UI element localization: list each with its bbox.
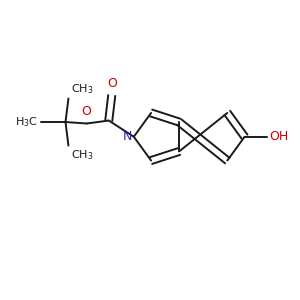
Text: O: O xyxy=(107,77,117,90)
Text: CH$_3$: CH$_3$ xyxy=(71,82,93,95)
Text: O: O xyxy=(81,105,91,118)
Text: CH$_3$: CH$_3$ xyxy=(71,148,93,162)
Text: OH: OH xyxy=(270,130,289,143)
Text: N: N xyxy=(123,130,132,143)
Text: H$_3$C: H$_3$C xyxy=(15,115,38,129)
